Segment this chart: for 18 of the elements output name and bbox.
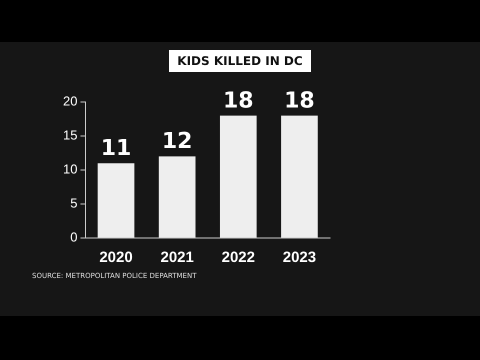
y-tick-label: 10 bbox=[62, 162, 78, 177]
bar bbox=[158, 156, 196, 238]
x-tick-label: 2021 bbox=[160, 249, 194, 266]
data-label: 11 bbox=[100, 136, 132, 161]
data-label: 18 bbox=[222, 88, 254, 114]
y-tick-label: 20 bbox=[62, 94, 78, 109]
bar bbox=[220, 116, 257, 238]
x-tick-label: 2022 bbox=[222, 249, 255, 266]
y-tick-label: 0 bbox=[70, 230, 78, 245]
chart-title: KIDS KILLED IN DC bbox=[169, 50, 311, 72]
data-label: 18 bbox=[284, 88, 315, 114]
y-tick-label: 5 bbox=[70, 196, 78, 211]
bar bbox=[281, 116, 318, 238]
data-label: 12 bbox=[162, 129, 192, 154]
bar bbox=[98, 163, 134, 238]
y-tick-label: 15 bbox=[62, 128, 78, 143]
x-tick-label: 2020 bbox=[99, 249, 133, 266]
x-tick-label: 2023 bbox=[282, 249, 316, 266]
